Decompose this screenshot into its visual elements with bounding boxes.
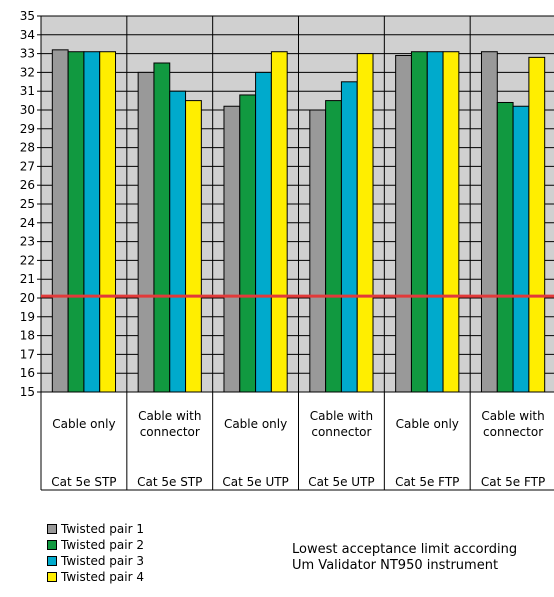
bar: [51, 49, 69, 393]
legend-item: Twisted pair 3: [47, 553, 144, 569]
category-group-label: Cat 5e STP: [51, 475, 116, 489]
legend-swatch: [47, 556, 57, 566]
y-axis-ticks: 15 16 17 18 19 20 21 22 23 24 25 26 27 28 29 30 31 32 33 34…: [20, 9, 41, 399]
y-tick-label: 34: [20, 28, 35, 42]
category-group-label: Cat 5e UTP: [222, 475, 288, 489]
category-label: connector: [140, 425, 200, 439]
y-tick-label: 21: [20, 272, 35, 286]
y-tick-label: 16: [20, 366, 35, 380]
y-tick-label: 23: [20, 235, 35, 249]
y-tick-label: 35: [20, 9, 35, 23]
legend-swatch: [47, 572, 57, 582]
y-tick-label: 25: [20, 197, 35, 211]
bar: [223, 105, 241, 393]
annotation-line-1: Lowest acceptance limit according: [292, 542, 518, 557]
bar: [99, 51, 117, 393]
bar: [83, 51, 101, 393]
category-group-label: Cat 5e STP: [137, 475, 202, 489]
y-tick-label: 27: [20, 159, 35, 173]
annotation-line-2: Um Validator NT950 instrument: [292, 558, 499, 573]
bar: [410, 51, 428, 393]
category-label: connector: [311, 425, 371, 439]
y-tick-label: 20: [20, 291, 35, 305]
category-group-label: Cat 5e UTP: [308, 475, 374, 489]
legend-swatch: [47, 524, 57, 534]
category-label: Cable only: [224, 417, 287, 431]
bar: [512, 105, 530, 393]
bar: [270, 51, 288, 393]
bar: [169, 90, 187, 393]
y-tick-label: 17: [20, 347, 35, 361]
y-tick-label: 31: [20, 84, 35, 98]
category-group-label: Cat 5e FTP: [395, 475, 459, 489]
bar: [426, 51, 444, 393]
category-label: connector: [483, 425, 543, 439]
bar: [480, 51, 498, 393]
category-label: Cable only: [396, 417, 459, 431]
legend-label: Twisted pair 1: [61, 522, 144, 536]
category-table: Cable only Cat 5e STP Cable with connector C…: [40, 392, 554, 491]
bar: [67, 51, 85, 393]
y-tick-label: 28: [20, 141, 35, 155]
bar: [185, 100, 202, 393]
y-tick-label: 22: [20, 253, 35, 267]
bar: [153, 62, 171, 393]
y-tick-label: 29: [20, 122, 35, 136]
legend-item: Twisted pair 1: [47, 521, 144, 537]
bar: [496, 101, 514, 393]
annotation-text: Lowest acceptance limit according Um Val…: [292, 542, 517, 574]
bar: [442, 51, 460, 393]
y-tick-label: 18: [20, 329, 35, 343]
y-tick-label: 15: [20, 385, 35, 399]
category-label: Cable only: [52, 417, 115, 431]
bar: [356, 53, 374, 393]
y-tick-label: 26: [20, 178, 35, 192]
legend-label: Twisted pair 3: [61, 554, 144, 568]
y-tick-label: 33: [20, 47, 35, 61]
legend: Twisted pair 1 Twisted pair 2 Twisted pair…: [47, 521, 144, 585]
bar: [340, 81, 358, 393]
legend-label: Twisted pair 4: [61, 570, 144, 584]
category-label: Cable with: [138, 409, 201, 423]
y-tick-label: 32: [20, 65, 35, 79]
bar: [395, 54, 412, 393]
y-tick-label: 24: [20, 216, 35, 230]
category-group-label: Cat 5e FTP: [481, 475, 545, 489]
legend-swatch: [47, 540, 57, 550]
y-tick-label: 30: [20, 103, 35, 117]
y-tick-label: 19: [20, 310, 35, 324]
bars: [51, 49, 546, 393]
bar: [528, 56, 546, 393]
bar: [255, 71, 272, 393]
bar: [137, 71, 155, 393]
category-label: Cable with: [310, 409, 373, 423]
bar: [325, 100, 342, 393]
bar: [239, 94, 257, 393]
bar: [309, 109, 327, 393]
legend-item: Twisted pair 2: [47, 537, 144, 553]
legend-item: Twisted pair 4: [47, 569, 144, 585]
category-label: Cable with: [481, 409, 544, 423]
grid-lines: [41, 15, 554, 393]
legend-label: Twisted pair 2: [61, 538, 144, 552]
